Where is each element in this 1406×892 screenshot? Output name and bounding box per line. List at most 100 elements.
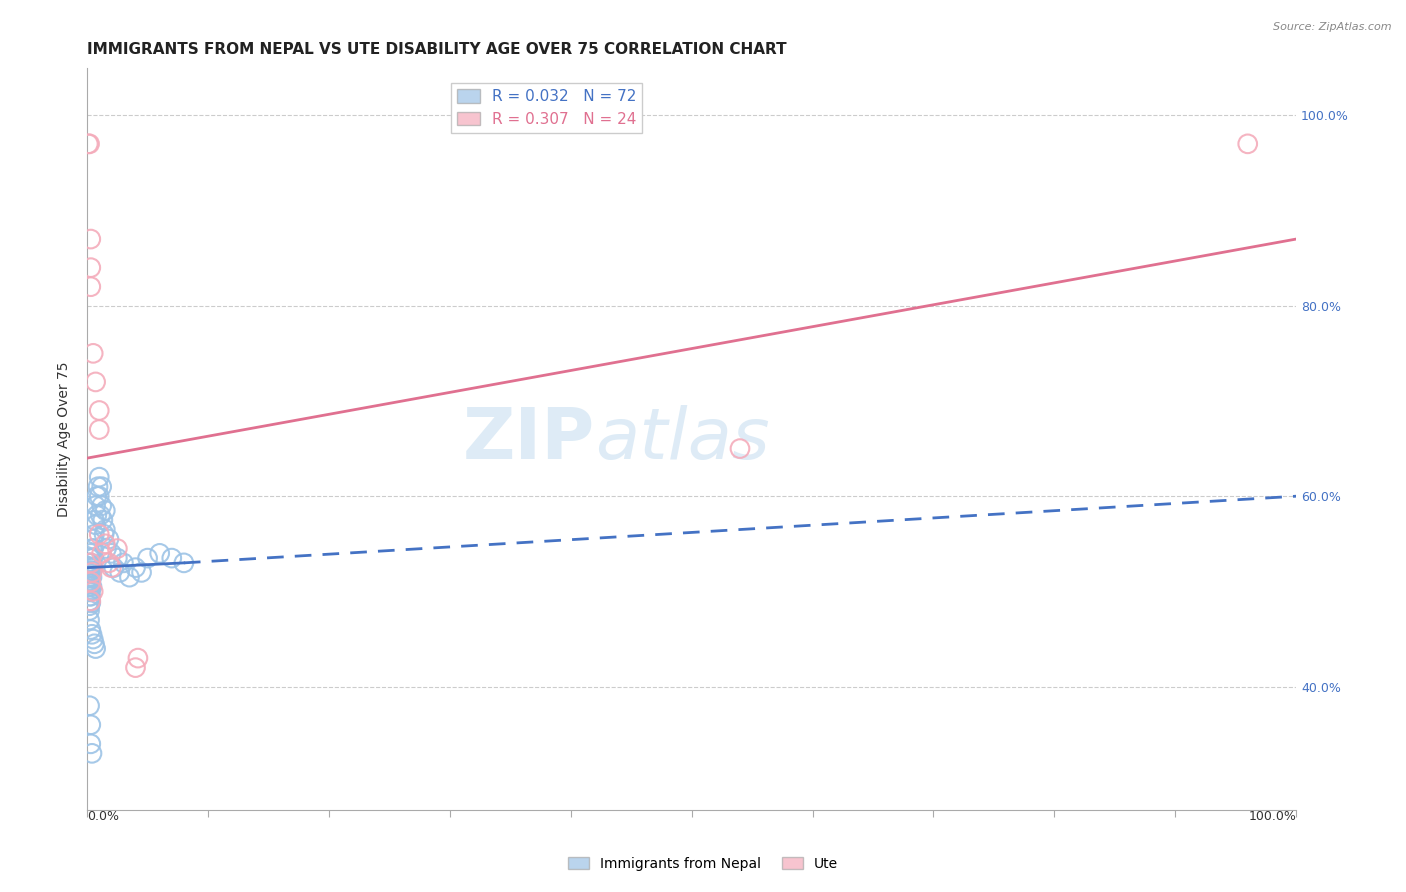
- Point: [89, 527, 111, 541]
- Point: [173, 556, 195, 570]
- Point: [77, 570, 100, 584]
- Point: [80, 747, 103, 761]
- Point: [100, 546, 122, 560]
- Point: [80, 541, 103, 556]
- Point: [79, 567, 101, 582]
- Point: [80, 570, 103, 584]
- Point: [84, 641, 107, 656]
- Point: [80, 566, 103, 580]
- Point: [90, 546, 112, 560]
- Point: [77, 136, 100, 151]
- Point: [89, 489, 111, 503]
- Point: [89, 403, 111, 417]
- Point: [80, 589, 103, 603]
- Point: [80, 574, 103, 589]
- Point: [1236, 136, 1258, 151]
- Point: [80, 546, 103, 560]
- Point: [136, 551, 159, 566]
- Point: [80, 596, 103, 610]
- Point: [84, 517, 107, 532]
- Point: [112, 556, 135, 570]
- Point: [79, 599, 101, 613]
- Text: 100.0%: 100.0%: [1249, 811, 1296, 823]
- Point: [84, 499, 107, 513]
- Point: [77, 574, 100, 589]
- Point: [79, 573, 101, 587]
- Point: [80, 260, 103, 275]
- Point: [100, 560, 122, 574]
- Point: [80, 232, 103, 246]
- Point: [80, 556, 103, 570]
- Point: [82, 541, 104, 556]
- Point: [93, 527, 115, 541]
- Point: [86, 489, 108, 503]
- Point: [97, 532, 120, 546]
- Point: [79, 584, 101, 599]
- Point: [728, 442, 751, 456]
- Point: [79, 613, 101, 627]
- Point: [149, 546, 172, 560]
- Point: [79, 136, 101, 151]
- Point: [87, 480, 110, 494]
- Point: [124, 560, 146, 574]
- Point: [80, 570, 103, 584]
- Point: [80, 582, 103, 597]
- Point: [94, 537, 117, 551]
- Point: [80, 577, 103, 591]
- Point: [79, 560, 101, 574]
- Point: [80, 627, 103, 641]
- Point: [82, 532, 104, 546]
- Point: [79, 551, 101, 566]
- Text: Source: ZipAtlas.com: Source: ZipAtlas.com: [1274, 22, 1392, 32]
- Point: [82, 560, 104, 574]
- Point: [80, 623, 103, 637]
- Point: [79, 698, 101, 713]
- Point: [124, 660, 146, 674]
- Point: [160, 551, 183, 566]
- Point: [94, 503, 117, 517]
- Point: [80, 560, 103, 574]
- Point: [94, 523, 117, 537]
- Point: [90, 480, 112, 494]
- Point: [118, 570, 141, 584]
- Point: [80, 580, 103, 594]
- Point: [90, 499, 112, 513]
- Point: [80, 594, 103, 608]
- Point: [86, 508, 108, 523]
- Text: ZIP: ZIP: [463, 405, 595, 474]
- Point: [91, 513, 114, 527]
- Point: [79, 603, 101, 617]
- Text: IMMIGRANTS FROM NEPAL VS UTE DISABILITY AGE OVER 75 CORRELATION CHART: IMMIGRANTS FROM NEPAL VS UTE DISABILITY …: [87, 42, 787, 57]
- Y-axis label: Disability Age Over 75: Disability Age Over 75: [58, 361, 72, 516]
- Point: [79, 589, 101, 603]
- Point: [82, 584, 104, 599]
- Point: [131, 566, 153, 580]
- Point: [80, 718, 103, 732]
- Point: [82, 551, 104, 566]
- Point: [80, 564, 103, 578]
- Text: atlas: atlas: [595, 405, 769, 474]
- Point: [80, 279, 103, 293]
- Point: [96, 541, 118, 556]
- Point: [89, 423, 111, 437]
- Point: [84, 375, 107, 389]
- Point: [80, 556, 103, 570]
- Point: [80, 551, 103, 566]
- Point: [82, 346, 104, 360]
- Point: [79, 594, 101, 608]
- Point: [83, 637, 105, 651]
- Point: [103, 560, 125, 574]
- Point: [108, 566, 131, 580]
- Point: [89, 508, 111, 523]
- Point: [77, 556, 100, 570]
- Legend: Immigrants from Nepal, Ute: Immigrants from Nepal, Ute: [562, 851, 844, 876]
- Point: [105, 551, 128, 566]
- Text: 0.0%: 0.0%: [87, 811, 120, 823]
- Point: [79, 577, 101, 591]
- Point: [89, 470, 111, 484]
- Point: [77, 566, 100, 580]
- Point: [83, 527, 105, 541]
- Point: [105, 541, 128, 556]
- Point: [83, 513, 105, 527]
- Point: [97, 556, 120, 570]
